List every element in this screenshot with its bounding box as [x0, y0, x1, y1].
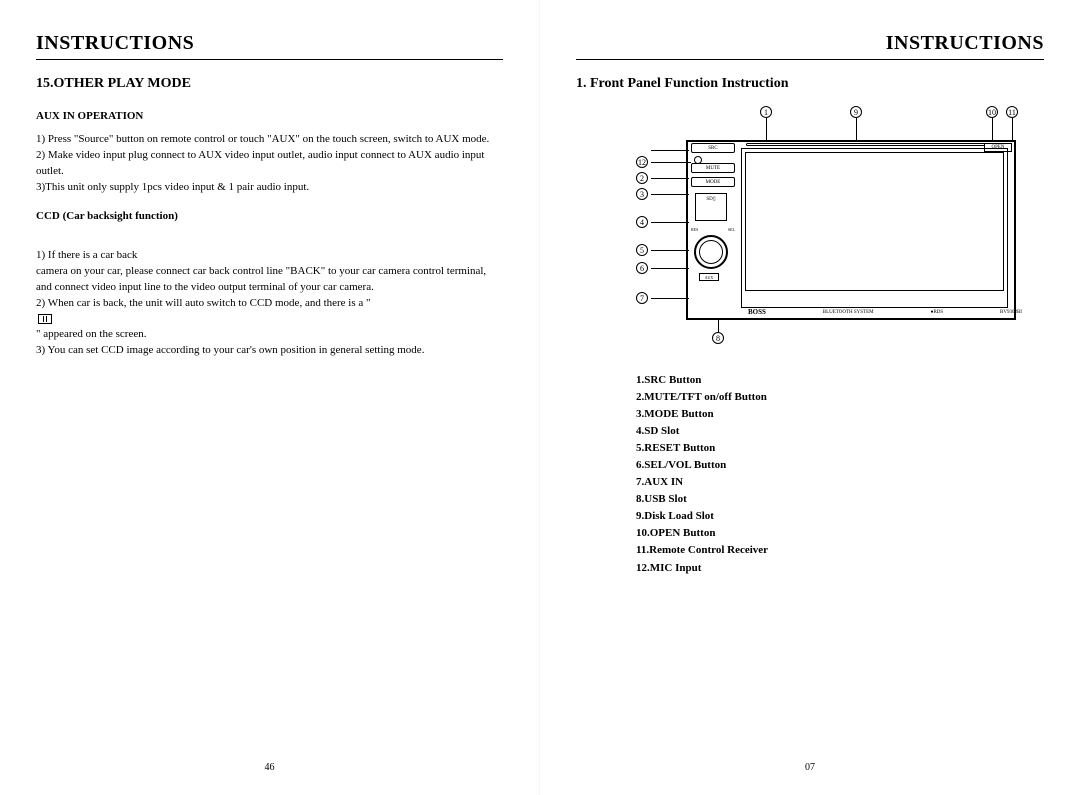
brand-model: BV9362BI — [1000, 310, 1022, 315]
legend-2: 2.MUTE/TFT on/off Button — [636, 389, 1044, 406]
brand-rds: ●RDS — [930, 310, 943, 315]
legend-list: 1.SRC Button 2.MUTE/TFT on/off Button 3.… — [636, 372, 1044, 577]
leader-7 — [651, 298, 689, 299]
brand-bt: BLUETOOTH SYSTEM — [823, 310, 874, 315]
leader-4 — [651, 222, 689, 223]
callout-12-n: 12 — [636, 156, 648, 168]
sd-label: SD — [706, 197, 712, 202]
section-title-right: 1. Front Panel Function Instruction — [576, 76, 1044, 92]
page-left: INSTRUCTIONS 15.OTHER PLAY MODE AUX IN O… — [0, 0, 540, 795]
mute-button: MUTE — [691, 163, 735, 173]
aux-title: AUX IN OPERATION — [36, 110, 503, 122]
leader-1v — [766, 118, 767, 140]
legend-6: 6.SEL/VOL Button — [636, 457, 1044, 474]
page-number-left: 46 — [265, 762, 275, 773]
page-right: INSTRUCTIONS 1. Front Panel Function Ins… — [540, 0, 1080, 795]
src-button: SRC — [691, 143, 735, 153]
leader-2 — [651, 178, 689, 179]
legend-5: 5.RESET Button — [636, 440, 1044, 457]
callout-4-n: 4 — [636, 216, 648, 228]
callout-12: 12 — [636, 156, 648, 168]
page-number-right: 07 — [805, 762, 815, 773]
front-panel-diagram: OPEN BOSS BLUETOOTH SYSTEM ●RDS BV9362BI… — [636, 110, 1036, 350]
disk-slot — [746, 143, 1001, 146]
ccd-body-b: " appeared on the screen. 3) You can set… — [36, 328, 424, 356]
callout-7: 7 — [636, 292, 648, 304]
volume-knob — [694, 235, 728, 269]
callout-3-n: 3 — [636, 188, 648, 200]
callout-1-n: 1 — [760, 106, 772, 118]
brand-boss: BOSS — [748, 308, 766, 316]
callout-11: 11 — [1006, 106, 1018, 118]
callout-2-n: 2 — [636, 172, 648, 184]
callout-4: 4 — [636, 216, 648, 228]
sd-slot: SD▯ — [695, 193, 727, 221]
header-right: INSTRUCTIONS — [576, 32, 1044, 60]
res-label: RES — [691, 227, 698, 232]
leader-3 — [651, 194, 689, 195]
callout-9: 9 — [850, 106, 862, 118]
leader-5 — [651, 250, 689, 251]
brand-strip: BOSS BLUETOOTH SYSTEM ●RDS BV9362BI — [744, 307, 1026, 317]
leader-6 — [651, 268, 689, 269]
legend-3: 3.MODE Button — [636, 406, 1044, 423]
section-title-left: 15.OTHER PLAY MODE — [36, 76, 503, 92]
callout-3: 3 — [636, 188, 648, 200]
leader-11 — [1012, 118, 1013, 142]
leader-1 — [651, 150, 689, 151]
legend-10: 10.OPEN Button — [636, 525, 1044, 542]
ccd-body-a: 1) If there is a car back camera on your… — [36, 249, 486, 309]
legend-12: 12.MIC Input — [636, 560, 1044, 577]
leader-9 — [856, 118, 857, 142]
legend-11: 11.Remote Control Receiver — [636, 542, 1044, 559]
panel-screen — [741, 148, 1008, 308]
callout-10: 10 — [986, 106, 998, 118]
callout-6-n: 6 — [636, 262, 648, 274]
legend-7: 7.AUX IN — [636, 474, 1044, 491]
aux-port: AUX — [699, 273, 719, 281]
ccd-title: CCD (Car backsight function) — [36, 210, 503, 222]
aux-body: 1) Press "Source" button on remote contr… — [36, 132, 503, 196]
legend-9: 9.Disk Load Slot — [636, 508, 1044, 525]
header-left: INSTRUCTIONS — [36, 32, 503, 60]
callout-11-n: 11 — [1006, 106, 1018, 118]
reset-sel-row: RES SEL — [691, 227, 735, 232]
legend-8: 8.USB Slot — [636, 491, 1044, 508]
legend-4: 4.SD Slot — [636, 423, 1044, 440]
side-column: SRC MUTE MODE SD▯ RES SEL AUX — [691, 143, 735, 281]
callout-7-n: 7 — [636, 292, 648, 304]
callout-2: 2 — [636, 172, 648, 184]
sel-label: SEL — [728, 227, 735, 232]
legend-1: 1.SRC Button — [636, 372, 1044, 389]
callout-9-n: 9 — [850, 106, 862, 118]
leader-12 — [651, 162, 691, 163]
callout-5: 5 — [636, 244, 648, 256]
ccd-body: 1) If there is a car back camera on your… — [36, 232, 503, 360]
callout-8-n: 8 — [712, 332, 724, 344]
callout-6: 6 — [636, 262, 648, 274]
mode-button: MODE — [691, 177, 735, 187]
screen-icon — [38, 314, 52, 324]
callout-8: 8 — [712, 332, 724, 344]
callout-5-n: 5 — [636, 244, 648, 256]
callout-10-n: 10 — [986, 106, 998, 118]
callout-1: 1 — [760, 106, 772, 118]
panel-screen-inner — [745, 152, 1004, 291]
leader-10 — [992, 118, 993, 142]
